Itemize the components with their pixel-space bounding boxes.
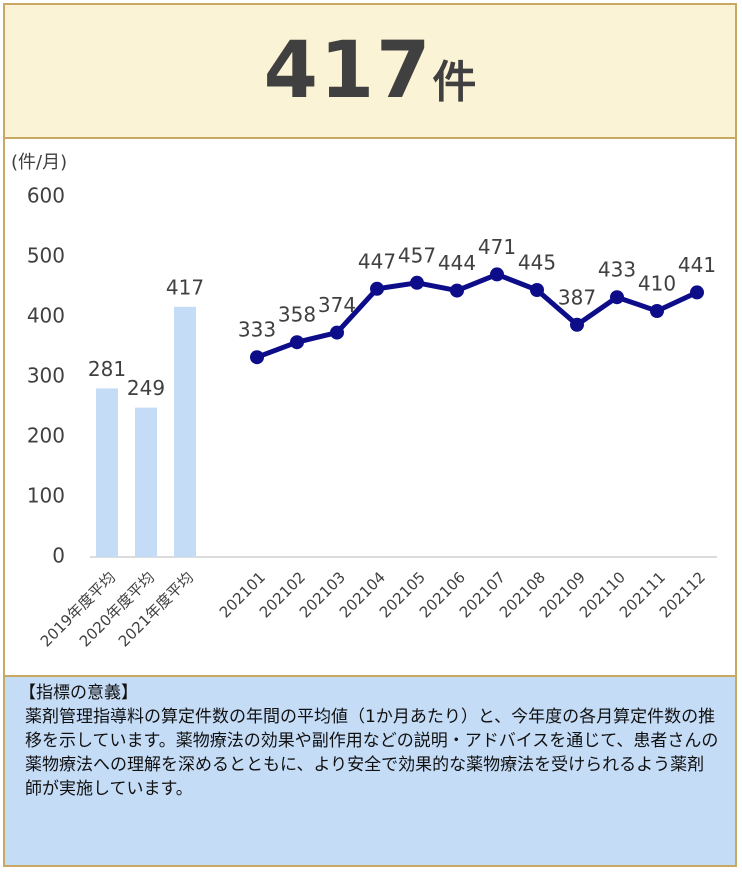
data-label: 417 bbox=[166, 275, 204, 299]
data-label: 445 bbox=[518, 251, 556, 275]
panel: 417件 (件/月) 0 100 200 300 400 500 600 2019年度平均 20… bbox=[3, 3, 737, 867]
y-tick-label: 400 bbox=[27, 304, 65, 328]
data-label: 441 bbox=[678, 253, 716, 277]
data-label: 471 bbox=[478, 235, 516, 259]
data-label: 410 bbox=[638, 272, 676, 296]
headline-number: 417 bbox=[263, 26, 433, 116]
y-tick-label: 100 bbox=[27, 484, 65, 508]
data-label: 281 bbox=[88, 357, 126, 381]
data-label: 447 bbox=[358, 249, 396, 273]
line-point bbox=[410, 275, 424, 290]
line-point bbox=[450, 283, 464, 298]
bar bbox=[174, 306, 196, 557]
data-label: 249 bbox=[127, 376, 165, 400]
y-axis-label: (件/月) bbox=[11, 152, 67, 173]
headline-unit: 件 bbox=[432, 57, 477, 108]
chart: (件/月) 01002003004005006002019年度平均2020年度平… bbox=[11, 152, 717, 650]
y-tick-label: 600 bbox=[27, 184, 65, 208]
line-point bbox=[330, 325, 344, 340]
line-point bbox=[530, 283, 544, 297]
y-tick-label: 200 bbox=[27, 424, 65, 448]
data-label: 333 bbox=[238, 318, 276, 342]
bar bbox=[135, 407, 157, 557]
line-point bbox=[610, 290, 624, 305]
description: 【指標の意義】 薬剤管理指導料の算定件数の年間の平均値（1か月あたり）と、今年度… bbox=[5, 675, 735, 865]
data-label: 444 bbox=[438, 251, 476, 275]
y-tick-label: 0 bbox=[52, 544, 65, 568]
line-point bbox=[250, 350, 264, 365]
data-label: 457 bbox=[398, 243, 436, 267]
line-point bbox=[690, 285, 704, 300]
y-tick-label: 500 bbox=[27, 244, 65, 268]
data-label: 387 bbox=[558, 285, 596, 309]
line-point bbox=[290, 335, 304, 350]
data-label: 433 bbox=[598, 258, 636, 282]
bar bbox=[96, 388, 118, 557]
line-point bbox=[650, 304, 664, 318]
data-label: 374 bbox=[318, 293, 356, 317]
data-label: 358 bbox=[278, 303, 316, 327]
y-tick-label: 300 bbox=[27, 364, 65, 388]
line-point bbox=[370, 281, 384, 296]
description-title: 【指標の意義】 bbox=[19, 683, 138, 703]
description-body: 薬剤管理指導料の算定件数の年間の平均値（1か月あたり）と、今年度の各月算定件数の… bbox=[25, 707, 719, 799]
header: 417件 bbox=[5, 5, 735, 139]
line-point bbox=[570, 317, 584, 332]
line-point bbox=[490, 267, 504, 282]
